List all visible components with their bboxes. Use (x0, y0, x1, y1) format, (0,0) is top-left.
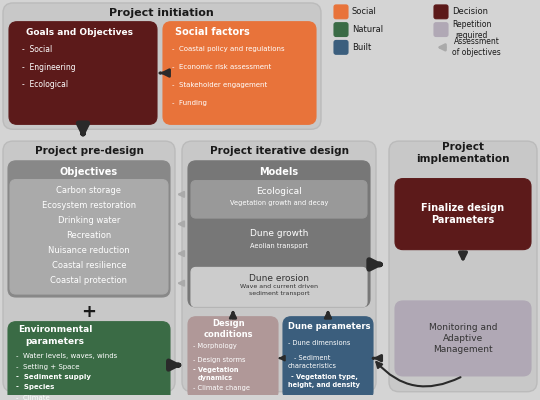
Text: -  Stakeholder engagement: - Stakeholder engagement (172, 82, 267, 88)
Text: -  Setting + Space: - Setting + Space (16, 364, 79, 370)
Text: -  Coastal policy and regulations: - Coastal policy and regulations (172, 46, 285, 52)
Text: Coastal resilience: Coastal resilience (52, 261, 126, 270)
Text: Project iterative design: Project iterative design (210, 146, 348, 156)
Text: Recreation: Recreation (66, 231, 112, 240)
Text: Coastal protection: Coastal protection (51, 276, 127, 285)
Text: Carbon storage: Carbon storage (57, 186, 122, 195)
Text: Project initiation: Project initiation (109, 8, 213, 18)
Text: Social factors: Social factors (175, 26, 249, 36)
Text: Ecosystem restoration: Ecosystem restoration (42, 201, 136, 210)
Text: - Vegetation type,
height, and density: - Vegetation type, height, and density (288, 374, 360, 388)
Text: -  Economic risk assessment: - Economic risk assessment (172, 64, 271, 70)
Text: Vegetation growth and decay: Vegetation growth and decay (230, 200, 328, 206)
Text: Design
conditions: Design conditions (204, 318, 253, 339)
Text: Dune growth: Dune growth (250, 229, 308, 238)
FancyBboxPatch shape (3, 141, 175, 392)
Text: Finalize design
Parameters: Finalize design Parameters (421, 203, 504, 225)
Text: - Vegetation
dynamics: - Vegetation dynamics (193, 367, 239, 381)
Text: Nuisance reduction: Nuisance reduction (48, 246, 130, 255)
FancyBboxPatch shape (334, 23, 348, 36)
FancyBboxPatch shape (191, 180, 367, 218)
FancyBboxPatch shape (8, 322, 170, 400)
Text: Assessment
of objectives: Assessment of objectives (452, 37, 501, 58)
FancyBboxPatch shape (8, 161, 170, 297)
Text: - Design storms: - Design storms (193, 357, 246, 363)
Text: Drinking water: Drinking water (58, 216, 120, 225)
Text: - Climate change: - Climate change (193, 385, 250, 391)
Text: Project pre-design: Project pre-design (35, 146, 144, 156)
Text: Decision: Decision (452, 7, 488, 16)
FancyBboxPatch shape (3, 3, 321, 129)
FancyBboxPatch shape (188, 317, 278, 400)
Text: Wave and current driven
sediment transport: Wave and current driven sediment transpo… (240, 284, 318, 296)
FancyBboxPatch shape (163, 22, 316, 124)
Text: - Morphology: - Morphology (193, 343, 237, 349)
Text: Natural: Natural (352, 25, 383, 34)
Text: Aeolian transport: Aeolian transport (250, 243, 308, 249)
Text: -  Species: - Species (16, 384, 55, 390)
Text: Monitoring and
Adaptive
Management: Monitoring and Adaptive Management (429, 323, 497, 354)
Text: -  Ecological: - Ecological (22, 80, 68, 89)
FancyBboxPatch shape (9, 22, 157, 124)
FancyBboxPatch shape (395, 301, 531, 376)
Text: Models: Models (259, 167, 299, 177)
Text: +: + (82, 303, 97, 321)
Text: Environmental
parameters: Environmental parameters (18, 326, 92, 346)
Text: - Dune dimensions: - Dune dimensions (288, 340, 350, 346)
Text: -  Funding: - Funding (172, 100, 207, 106)
Text: Objectives: Objectives (60, 167, 118, 177)
Text: -  Social: - Social (22, 45, 52, 54)
Text: - Sediment
characteristics: - Sediment characteristics (288, 355, 337, 369)
Text: -  Sediment supply: - Sediment supply (16, 374, 91, 380)
FancyBboxPatch shape (191, 268, 367, 307)
FancyBboxPatch shape (434, 23, 448, 36)
FancyBboxPatch shape (395, 178, 531, 250)
Text: Goals and Objectives: Goals and Objectives (26, 28, 133, 37)
Text: Project
implementation: Project implementation (416, 142, 510, 164)
Text: -  Water levels, waves, winds: - Water levels, waves, winds (16, 353, 117, 359)
Text: Ecological: Ecological (256, 187, 302, 196)
Text: Built: Built (352, 43, 372, 52)
Text: -  Climate: - Climate (16, 395, 50, 400)
Text: Dune parameters: Dune parameters (288, 322, 370, 331)
Text: -  Engineering: - Engineering (22, 62, 76, 72)
Text: Dune erosion: Dune erosion (249, 274, 309, 283)
Text: Social: Social (352, 7, 377, 16)
FancyBboxPatch shape (389, 141, 537, 392)
Text: Repetition
required: Repetition required (452, 20, 491, 40)
FancyBboxPatch shape (334, 40, 348, 54)
FancyBboxPatch shape (334, 5, 348, 19)
FancyBboxPatch shape (182, 141, 376, 392)
FancyBboxPatch shape (188, 161, 370, 307)
FancyBboxPatch shape (10, 180, 168, 294)
FancyBboxPatch shape (434, 5, 448, 19)
FancyBboxPatch shape (191, 223, 367, 262)
FancyBboxPatch shape (283, 317, 373, 400)
